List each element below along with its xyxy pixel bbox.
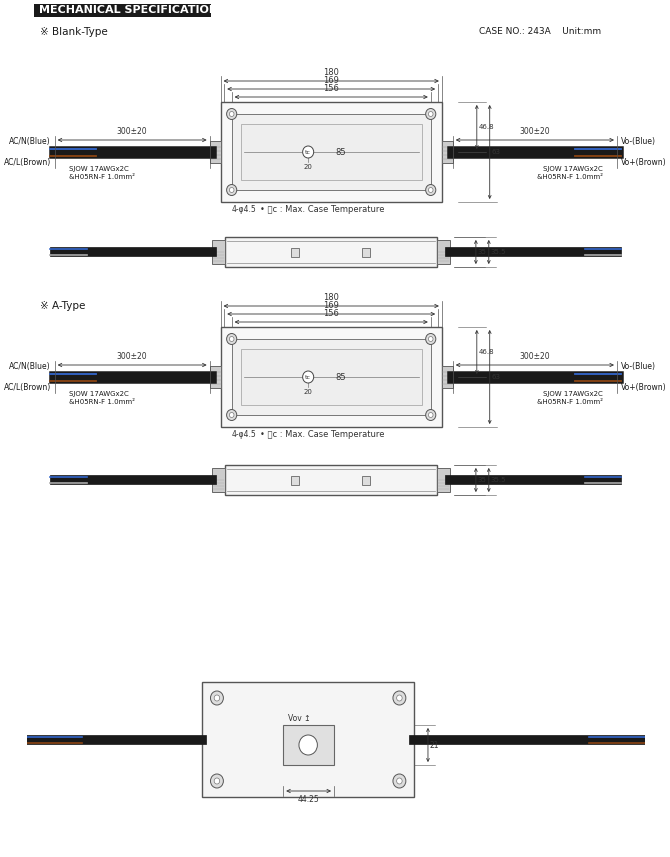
Circle shape	[229, 412, 234, 417]
Circle shape	[229, 337, 234, 341]
Text: • Ⓣc : Max. Case Temperature: • Ⓣc : Max. Case Temperature	[260, 205, 384, 214]
Text: 300±20: 300±20	[519, 127, 550, 136]
Circle shape	[393, 774, 406, 788]
Circle shape	[226, 410, 237, 421]
Text: 300±20: 300±20	[519, 352, 550, 361]
Circle shape	[303, 371, 314, 383]
Circle shape	[210, 774, 223, 788]
Text: • Ⓣc : Max. Case Temperature: • Ⓣc : Max. Case Temperature	[260, 430, 384, 439]
Bar	[442, 366, 453, 388]
Text: MECHANICAL SPECIFICATION: MECHANICAL SPECIFICATION	[39, 5, 218, 15]
Text: 300±20: 300±20	[117, 352, 147, 361]
Bar	[442, 141, 453, 163]
Text: Vo+(Brown): Vo+(Brown)	[620, 383, 666, 392]
Text: AC/N(Blue): AC/N(Blue)	[9, 137, 51, 146]
Text: 4-φ4.5: 4-φ4.5	[232, 205, 257, 214]
Text: 21: 21	[430, 740, 440, 750]
Bar	[241, 349, 421, 405]
Text: 35.5: 35.5	[490, 249, 506, 255]
Bar	[362, 476, 370, 485]
Text: Vo-(Blue): Vo-(Blue)	[620, 362, 655, 371]
Text: Vov ↥: Vov ↥	[288, 714, 310, 723]
Circle shape	[303, 146, 314, 158]
Text: 156: 156	[323, 84, 339, 93]
Bar	[202, 682, 414, 797]
Bar	[210, 366, 220, 388]
Circle shape	[229, 188, 234, 193]
Bar	[291, 248, 299, 257]
Text: 20: 20	[304, 164, 313, 170]
Text: SJOW 17AWGx2C
&H05RN-F 1.0mm²: SJOW 17AWGx2C &H05RN-F 1.0mm²	[537, 391, 603, 405]
Circle shape	[226, 109, 237, 119]
Text: 300±20: 300±20	[117, 127, 147, 136]
Text: 180: 180	[323, 293, 339, 302]
Circle shape	[428, 337, 433, 341]
Circle shape	[425, 109, 436, 119]
Bar	[291, 476, 299, 485]
Text: AC/L(Brown): AC/L(Brown)	[4, 383, 51, 392]
Text: Vo+(Brown): Vo+(Brown)	[620, 158, 666, 167]
Text: 180: 180	[323, 68, 339, 77]
Bar	[220, 327, 442, 427]
Text: SJOW 17AWGx2C
&H05RN-F 1.0mm²: SJOW 17AWGx2C &H05RN-F 1.0mm²	[537, 166, 603, 180]
Circle shape	[214, 778, 220, 784]
Text: AC/L(Brown): AC/L(Brown)	[4, 158, 51, 167]
Bar	[241, 124, 421, 180]
Text: SJOW 17AWGx2C
&H05RN-F 1.0mm²: SJOW 17AWGx2C &H05RN-F 1.0mm²	[68, 166, 135, 180]
Bar	[283, 725, 334, 765]
Text: ※ A-Type: ※ A-Type	[40, 301, 85, 311]
Bar	[362, 248, 370, 257]
Circle shape	[428, 111, 433, 117]
Bar	[210, 141, 220, 163]
Bar	[212, 240, 225, 264]
Text: AC/N(Blue): AC/N(Blue)	[9, 362, 51, 371]
Text: 44.25: 44.25	[297, 795, 320, 804]
Circle shape	[393, 691, 406, 705]
Text: tc: tc	[305, 149, 311, 154]
Circle shape	[229, 111, 234, 117]
Text: 35: 35	[478, 249, 486, 255]
Text: 169: 169	[323, 301, 339, 310]
Bar	[225, 237, 438, 267]
Text: 156: 156	[323, 309, 339, 318]
Text: 85: 85	[335, 147, 346, 157]
Text: 4-φ4.5: 4-φ4.5	[232, 430, 257, 439]
Text: ※ Blank-Type: ※ Blank-Type	[40, 27, 108, 37]
Text: 20: 20	[304, 389, 313, 395]
Text: SJOW 17AWGx2C
&H05RN-F 1.0mm²: SJOW 17AWGx2C &H05RN-F 1.0mm²	[68, 391, 135, 405]
Bar	[232, 114, 431, 190]
Text: 85: 85	[335, 373, 346, 381]
Text: 35.5: 35.5	[490, 477, 506, 483]
Text: 63: 63	[492, 149, 500, 155]
Circle shape	[226, 184, 237, 195]
Text: CASE NO.: 243A    Unit:mm: CASE NO.: 243A Unit:mm	[478, 27, 601, 36]
Text: 46.8: 46.8	[478, 349, 494, 355]
Circle shape	[425, 184, 436, 195]
Circle shape	[425, 333, 436, 345]
Text: 63: 63	[492, 374, 500, 380]
Text: 169: 169	[323, 76, 339, 85]
Text: Vo-(Blue): Vo-(Blue)	[620, 137, 655, 146]
Circle shape	[214, 695, 220, 701]
Circle shape	[397, 778, 402, 784]
Bar	[232, 339, 431, 415]
Text: 35: 35	[478, 477, 486, 483]
Circle shape	[428, 188, 433, 193]
Circle shape	[397, 695, 402, 701]
Circle shape	[299, 735, 318, 755]
Bar	[438, 240, 450, 264]
Circle shape	[425, 410, 436, 421]
Bar	[220, 102, 442, 202]
Bar	[225, 465, 438, 495]
Circle shape	[210, 691, 223, 705]
Circle shape	[226, 333, 237, 345]
Bar	[438, 468, 450, 492]
Text: 46.8: 46.8	[478, 124, 494, 130]
Bar	[212, 468, 225, 492]
Circle shape	[428, 412, 433, 417]
Bar	[34, 4, 212, 17]
Text: tc: tc	[305, 375, 311, 380]
